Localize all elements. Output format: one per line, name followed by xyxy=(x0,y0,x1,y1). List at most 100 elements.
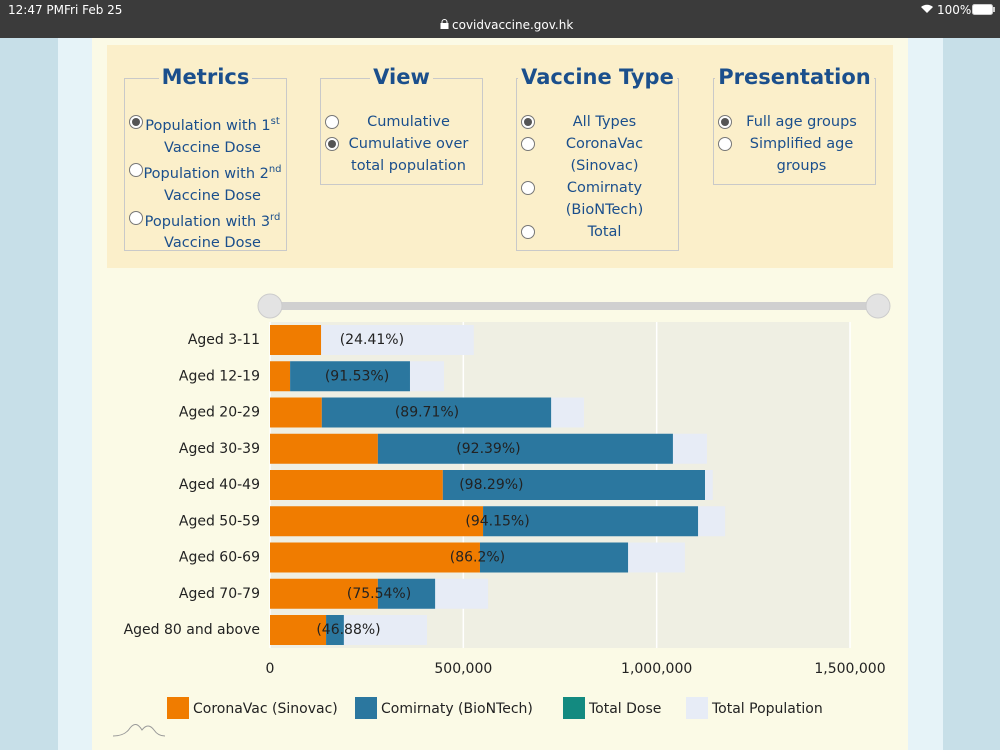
group-title: View xyxy=(321,65,482,89)
option-label: Total xyxy=(587,224,622,240)
bar xyxy=(270,506,484,537)
control-group: Metrics Population with 1st Vaccine Dose P… xyxy=(124,65,287,251)
legend-swatch xyxy=(355,697,377,719)
option-label: Population with 3rd Vaccine Dose xyxy=(143,207,282,255)
rate-label: (89.71%) xyxy=(395,405,459,421)
radio-button[interactable] xyxy=(521,181,535,195)
option-text: Population with 3 xyxy=(144,213,271,230)
category-label: Aged 30-39 xyxy=(179,441,260,457)
option-text: Vaccine Dose xyxy=(164,235,261,252)
x-tick-label: 1,500,000 xyxy=(814,661,885,677)
radio-button[interactable] xyxy=(129,162,143,177)
group-title-text: Presentation xyxy=(715,65,874,89)
rate-label: (91.53%) xyxy=(325,368,389,384)
category-label: Aged 80 and above xyxy=(124,622,260,638)
category-label: Aged 3-11 xyxy=(188,332,260,348)
slider-handle[interactable] xyxy=(257,293,283,319)
legend-label: Total Population xyxy=(711,701,823,717)
legend-label: CoronaVac (Sinovac) xyxy=(193,701,338,717)
option-label: Cumulative over total population xyxy=(348,136,469,174)
option-label: All Types xyxy=(572,114,637,130)
bar xyxy=(377,578,436,609)
category-label: Aged 12-19 xyxy=(179,368,260,384)
bar xyxy=(377,433,673,464)
control-group: Vaccine Type All Types CoronaVac (Sinovac)… xyxy=(516,65,679,251)
option-label: Comirnaty (BioNTech) xyxy=(565,180,644,218)
option-label: Simplified age groups xyxy=(749,136,854,174)
bar xyxy=(483,506,699,537)
radio-button[interactable] xyxy=(129,115,143,129)
radio-option[interactable]: Population with 2nd Vaccine Dose xyxy=(129,159,282,207)
radio-option[interactable]: Population with 1st Vaccine Dose xyxy=(129,111,282,159)
category-label: Aged 20-29 xyxy=(179,405,260,421)
option-text: Population with 2 xyxy=(143,165,269,182)
radio-option[interactable]: Cumulative over total population xyxy=(325,133,478,177)
radio-option[interactable]: Simplified age groups xyxy=(718,133,871,177)
radio-option[interactable]: Population with 3rd Vaccine Dose xyxy=(129,207,282,255)
bar xyxy=(270,615,327,645)
bar xyxy=(321,397,552,428)
bar xyxy=(479,542,629,573)
bar xyxy=(270,325,322,355)
group-title-text: Vaccine Type xyxy=(518,65,677,89)
bar xyxy=(270,578,378,609)
option-label: Population with 1st Vaccine Dose xyxy=(143,111,282,159)
bar xyxy=(290,361,410,392)
group-title-text: View xyxy=(370,65,433,89)
group-title-text: Metrics xyxy=(158,65,253,89)
rate-label: (24.41%) xyxy=(340,332,404,348)
control-group: Presentation Full age groups Simplified ag… xyxy=(713,65,876,185)
option-label: Full age groups xyxy=(746,114,857,130)
rate-label: (75.54%) xyxy=(347,586,411,602)
option-sup: rd xyxy=(270,211,281,223)
option-label: Population with 2nd Vaccine Dose xyxy=(143,159,282,207)
slider-track[interactable] xyxy=(270,302,878,310)
legend-label: Total Dose xyxy=(588,701,661,717)
radio-option[interactable]: Full age groups xyxy=(718,111,871,133)
radio-option[interactable]: All Types xyxy=(521,111,674,133)
control-panel: Metrics Population with 1st Vaccine Dose P… xyxy=(107,45,893,268)
url[interactable]: covidvaccine.gov.hk xyxy=(452,18,574,32)
slider-handle[interactable] xyxy=(865,293,891,319)
legend-swatch xyxy=(563,697,585,719)
x-tick-label: 0 xyxy=(266,661,275,677)
category-label: Aged 40-49 xyxy=(179,477,260,493)
category-label: Aged 70-79 xyxy=(179,586,260,602)
time: 12:47 PM xyxy=(8,3,64,17)
radio-button[interactable] xyxy=(521,115,535,129)
radio-option[interactable]: Cumulative xyxy=(325,111,478,133)
bar xyxy=(270,361,291,392)
x-tick-label: 500,000 xyxy=(434,661,492,677)
bar xyxy=(270,433,378,464)
radio-button[interactable] xyxy=(325,137,339,151)
wifi-icon xyxy=(921,4,933,13)
radio-option[interactable]: CoronaVac (Sinovac) xyxy=(521,133,674,177)
bar xyxy=(270,542,480,573)
radio-button[interactable] xyxy=(521,225,535,239)
radio-option[interactable]: Comirnaty (BioNTech) xyxy=(521,177,674,221)
radio-button[interactable] xyxy=(521,137,535,151)
battery-icon xyxy=(972,4,995,15)
rate-label: (94.15%) xyxy=(465,513,529,529)
radio-button[interactable] xyxy=(325,115,339,129)
legend-swatch xyxy=(167,697,189,719)
radio-option[interactable]: Total xyxy=(521,221,674,243)
option-label: Cumulative xyxy=(367,114,450,130)
group-title: Vaccine Type xyxy=(517,65,678,89)
radio-button[interactable] xyxy=(129,210,143,225)
rate-label: (46.88%) xyxy=(316,622,380,638)
logo xyxy=(112,724,166,737)
rate-label: (86.2%) xyxy=(450,550,505,566)
category-label: Aged 50-59 xyxy=(179,513,260,529)
bar xyxy=(270,470,443,500)
option-text: Vaccine Dose xyxy=(164,187,261,204)
legend-label: Comirnaty (BioNTech) xyxy=(381,701,533,717)
status-bar: 12:47 PM Fri Feb 25 covidvaccine.gov.hk … xyxy=(0,0,1000,38)
radio-button[interactable] xyxy=(718,115,732,129)
date: Fri Feb 25 xyxy=(64,3,123,17)
radio-button[interactable] xyxy=(718,137,732,151)
rate-label: (98.29%) xyxy=(459,477,523,493)
lock-icon xyxy=(440,19,449,29)
option-label: CoronaVac (Sinovac) xyxy=(565,136,644,174)
